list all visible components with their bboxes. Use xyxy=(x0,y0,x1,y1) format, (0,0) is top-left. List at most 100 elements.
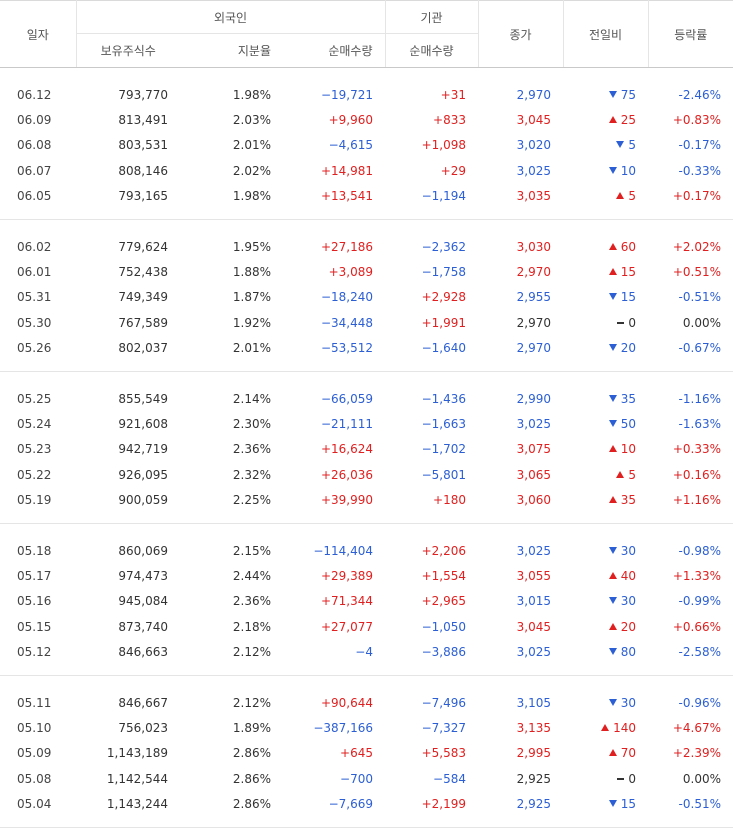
cell-date: 05.11 xyxy=(0,675,76,715)
cell-ratio-value: 2.14% xyxy=(232,391,271,406)
cell-date: 05.26 xyxy=(0,335,76,372)
cell-change-value: 5 xyxy=(628,138,636,153)
cell-foreign-net-value: +71,344 xyxy=(320,594,373,609)
cell-change: 35 xyxy=(563,487,648,524)
table-row: 06.12 793,770 1.98% −19,721 +31 2,970 75 -2.46% xyxy=(0,68,733,108)
cell-ratio: 2.02% xyxy=(180,158,283,183)
cell-close: 2,990 xyxy=(478,371,563,411)
table-row: 05.10 756,023 1.89% −387,166 −7,327 3,135 140 +… xyxy=(0,715,733,740)
cell-rate-value: +0.66% xyxy=(672,619,721,634)
cell-holdings-value: 793,770 xyxy=(118,87,168,102)
cell-change-value: 20 xyxy=(620,341,636,356)
cell-ratio: 2.18% xyxy=(180,614,283,639)
cell-holdings-value: 793,165 xyxy=(118,189,168,204)
cell-close-value: 3,025 xyxy=(516,416,551,431)
cell-holdings: 1,143,244 xyxy=(76,791,180,828)
cell-rate-value: -2.58% xyxy=(678,645,721,660)
cell-date-value: 06.07 xyxy=(17,163,52,178)
cell-institution-net: +2,965 xyxy=(385,589,478,614)
cell-holdings-value: 767,589 xyxy=(118,315,168,330)
table-row: 06.02 779,624 1.95% +27,186 −2,362 3,030 60 +2.… xyxy=(0,219,733,259)
cell-ratio: 1.88% xyxy=(180,259,283,284)
table-row: 05.22 926,095 2.32% +26,036 −5,801 3,065 5 +0.1… xyxy=(0,462,733,487)
header-foreign-group: 외국인 xyxy=(75,0,385,34)
cell-institution-net-value: −1,640 xyxy=(421,341,466,356)
cell-holdings: 749,349 xyxy=(76,285,180,310)
cell-close: 3,030 xyxy=(478,219,563,259)
cell-change: 30 xyxy=(563,675,648,715)
cell-rate: -0.51% xyxy=(648,791,733,828)
cell-foreign-net-value: +13,541 xyxy=(320,189,373,204)
cell-date: 05.19 xyxy=(0,487,76,524)
header-change: 전일비 xyxy=(562,0,648,68)
cell-date: 06.01 xyxy=(0,259,76,284)
cell-foreign-net: +27,186 xyxy=(283,219,385,259)
cell-foreign-net-value: −18,240 xyxy=(320,290,373,305)
cell-change-value: 0 xyxy=(628,315,636,330)
cell-date: 05.16 xyxy=(0,589,76,614)
triangle-down-icon xyxy=(616,141,625,149)
cell-change: 75 xyxy=(563,68,648,108)
cell-ratio: 1.92% xyxy=(180,310,283,335)
cell-change-value: 60 xyxy=(620,239,636,254)
cell-foreign-net-value: +16,624 xyxy=(320,442,373,457)
cell-foreign-net: −66,059 xyxy=(283,371,385,411)
cell-rate: -0.98% xyxy=(648,523,733,563)
cell-date: 05.30 xyxy=(0,310,76,335)
cell-change-value: 30 xyxy=(620,594,636,609)
cell-holdings: 752,438 xyxy=(76,259,180,284)
cell-holdings: 846,667 xyxy=(76,675,180,715)
cell-rate-value: -0.96% xyxy=(678,695,721,710)
cell-rate: -2.46% xyxy=(648,68,733,108)
cell-change-value: 25 xyxy=(620,113,636,128)
cell-ratio-value: 2.86% xyxy=(232,797,271,812)
cell-institution-net: +180 xyxy=(385,487,478,524)
cell-close-value: 2,995 xyxy=(516,746,551,761)
cell-holdings-value: 752,438 xyxy=(118,265,168,280)
cell-rate-value: -2.46% xyxy=(678,87,721,102)
cell-ratio-value: 2.03% xyxy=(232,113,271,128)
cell-close: 2,970 xyxy=(478,68,563,108)
cell-institution-net-value: −3,886 xyxy=(421,645,466,660)
cell-close: 3,025 xyxy=(478,411,563,436)
cell-change: 80 xyxy=(563,639,648,676)
cell-holdings: 803,531 xyxy=(76,133,180,158)
cell-foreign-net: −7,669 xyxy=(283,791,385,828)
cell-holdings-value: 860,069 xyxy=(118,543,168,558)
cell-change: 15 xyxy=(563,791,648,828)
cell-holdings-value: 756,023 xyxy=(118,720,168,735)
cell-close-value: 3,035 xyxy=(516,189,551,204)
table-row: 06.07 808,146 2.02% +14,981 +29 3,025 10 -0.33% xyxy=(0,158,733,183)
cell-holdings: 793,770 xyxy=(76,68,180,108)
cell-ratio: 2.30% xyxy=(180,411,283,436)
cell-rate: +0.83% xyxy=(648,107,733,132)
cell-close: 2,970 xyxy=(478,310,563,335)
cell-holdings-value: 942,719 xyxy=(118,442,168,457)
cell-foreign-net: −53,512 xyxy=(283,335,385,372)
cell-change-value: 5 xyxy=(628,467,636,482)
cell-institution-net: −1,758 xyxy=(385,259,478,284)
cell-date-value: 05.12 xyxy=(17,645,52,660)
cell-date-value: 05.25 xyxy=(17,391,52,406)
triangle-down-icon xyxy=(608,293,617,301)
cell-rate-value: +4.67% xyxy=(672,720,721,735)
cell-close-value: 3,015 xyxy=(516,594,551,609)
cell-rate-value: -1.16% xyxy=(678,391,721,406)
cell-institution-net-value: −1,702 xyxy=(421,442,466,457)
cell-change: 30 xyxy=(563,523,648,563)
cell-institution-net-value: −1,050 xyxy=(421,619,466,634)
cell-ratio-value: 2.86% xyxy=(232,771,271,786)
cell-change-value: 80 xyxy=(620,645,636,660)
cell-change: 35 xyxy=(563,371,648,411)
cell-ratio-value: 2.44% xyxy=(232,568,271,583)
table-row: 05.31 749,349 1.87% −18,240 +2,928 2,955 15 -0.… xyxy=(0,285,733,310)
table-row: 05.30 767,589 1.92% −34,448 +1,991 2,970 0 0.00… xyxy=(0,310,733,335)
cell-date: 05.08 xyxy=(0,766,76,791)
cell-institution-net-value: +2,928 xyxy=(421,290,466,305)
cell-holdings: 767,589 xyxy=(76,310,180,335)
cell-change-value: 30 xyxy=(620,543,636,558)
cell-close-value: 3,045 xyxy=(516,113,551,128)
header-holdings: 보유주식수 xyxy=(75,33,180,68)
cell-date-value: 05.15 xyxy=(17,619,52,634)
header-rate: 등락률 xyxy=(647,0,733,68)
